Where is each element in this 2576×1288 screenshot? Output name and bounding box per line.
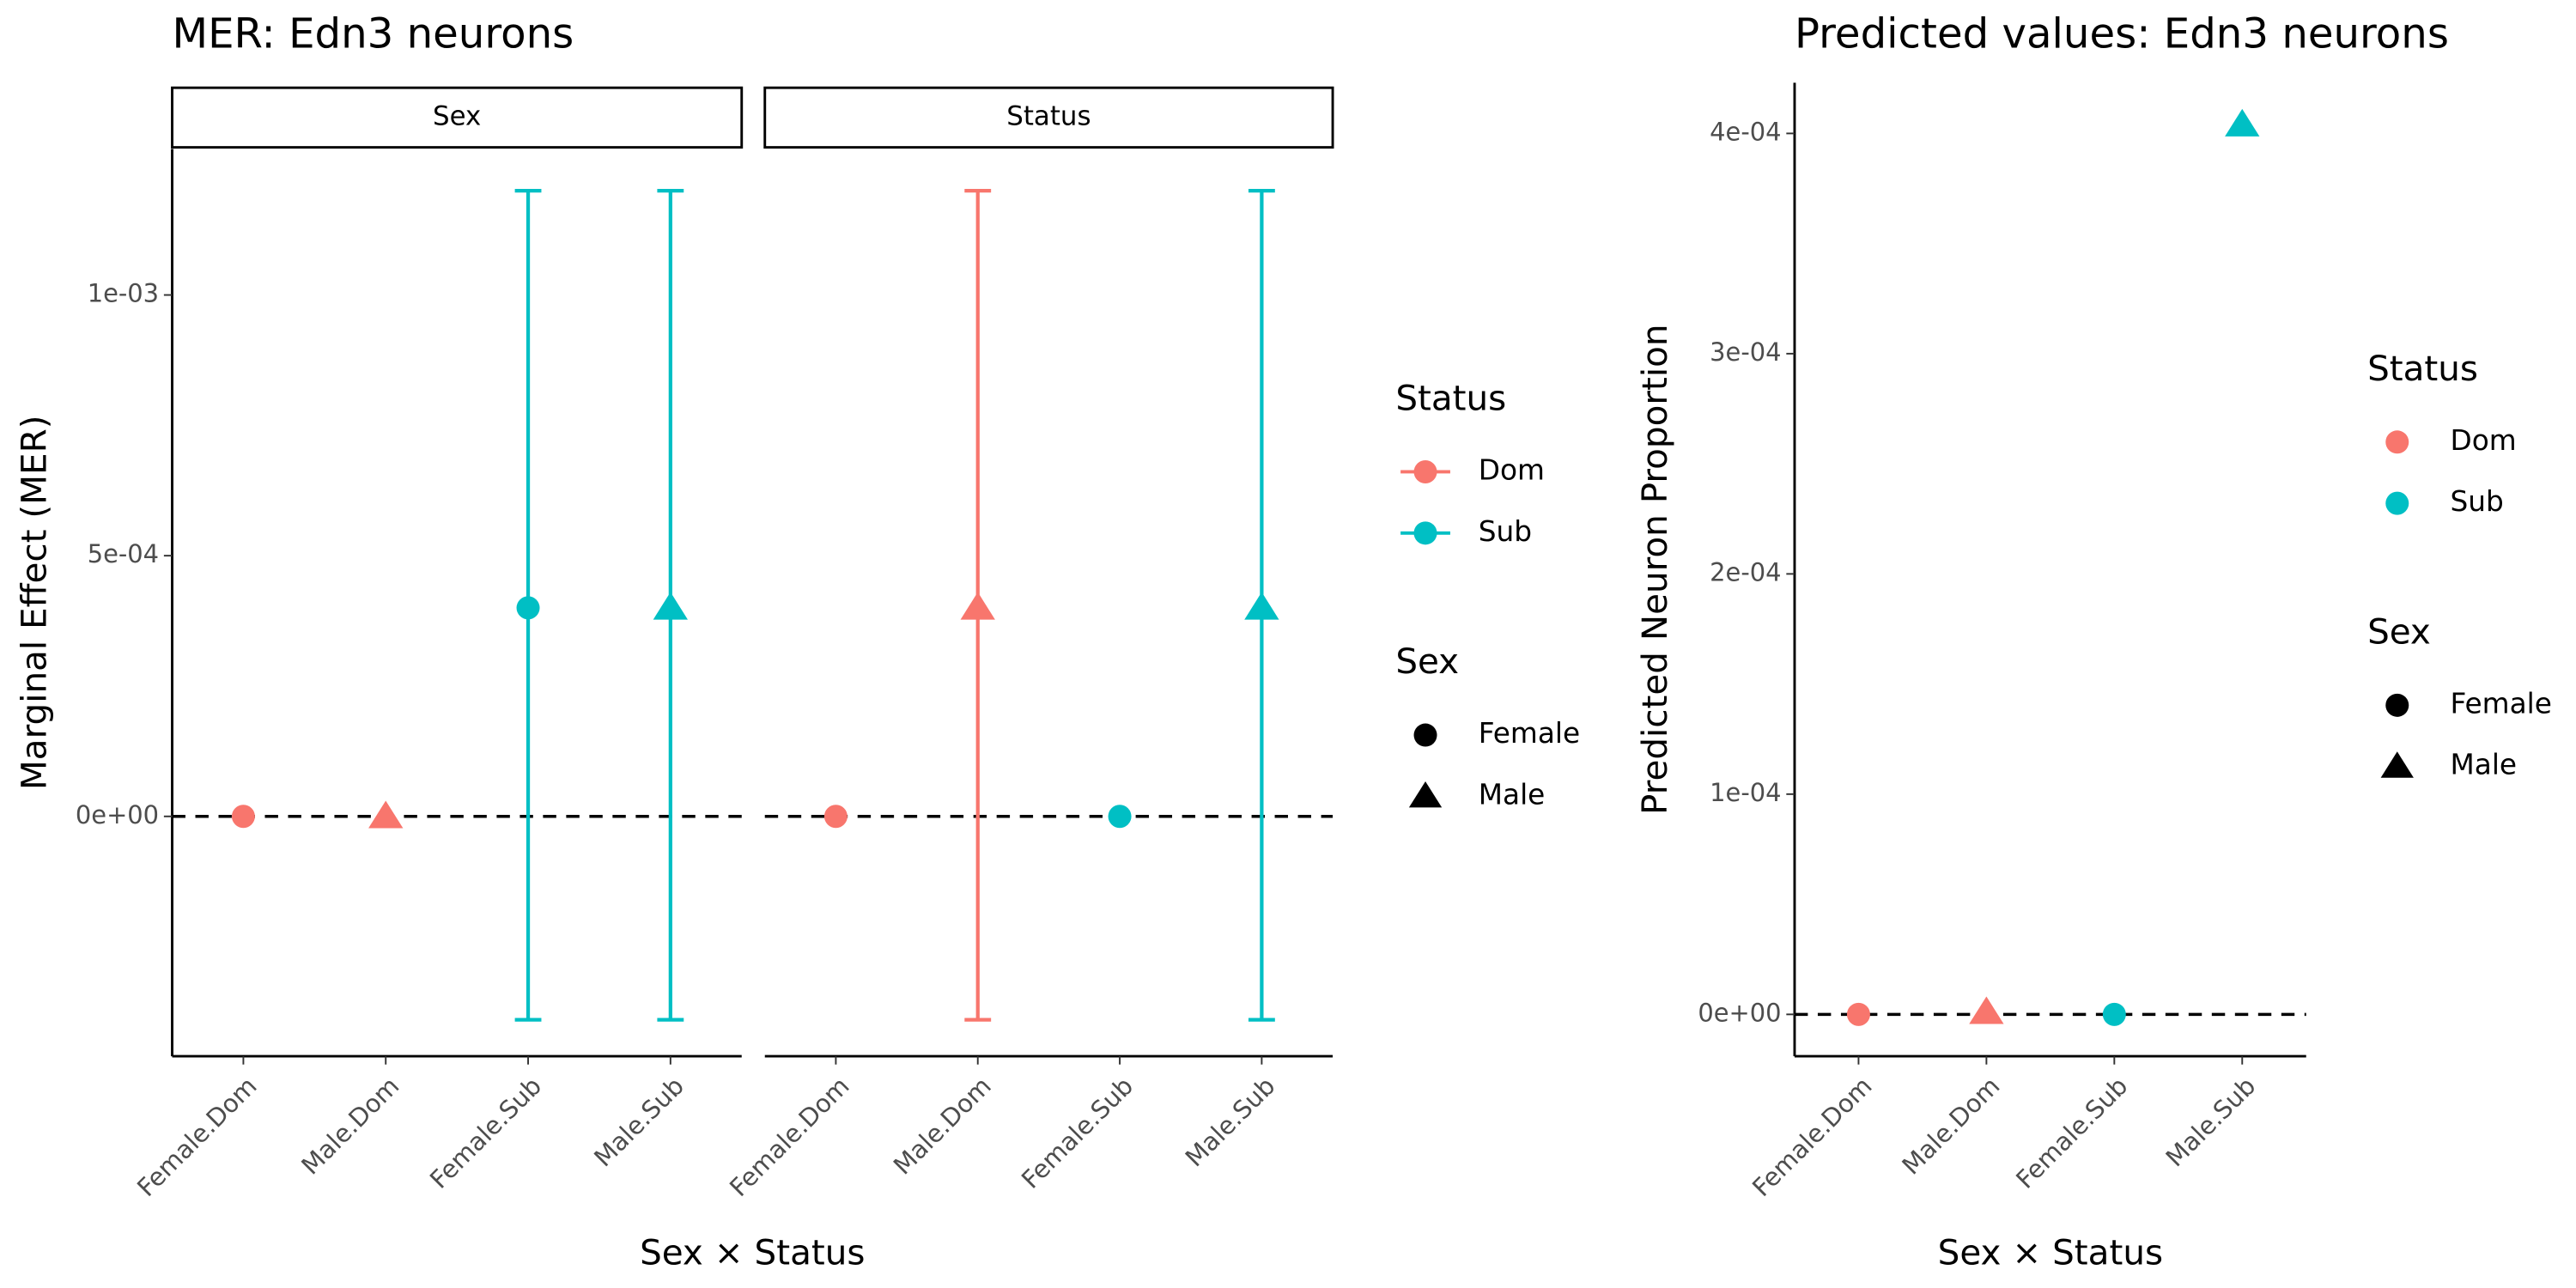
x-axis-title: Sex × Status: [1938, 1231, 2163, 1273]
chart-title: Predicted values: Edn3 neurons: [1795, 9, 2449, 58]
legend-key: [1413, 723, 1437, 747]
legend-title: Status: [1395, 378, 1506, 419]
x-tick-label: Male.Dom: [295, 1071, 404, 1180]
point: [1846, 1002, 1870, 1026]
x-axis-title: Sex × Status: [640, 1231, 865, 1273]
legend-label: Female: [2450, 687, 2551, 720]
y-tick-label: 1e-03: [88, 279, 159, 308]
point: [516, 596, 540, 620]
y-tick-label: 2e-04: [1710, 557, 1781, 586]
x-tick-label: Female.Sub: [424, 1071, 547, 1194]
legend-label: Male: [2450, 749, 2517, 781]
x-tick-label: Female.Dom: [131, 1071, 263, 1202]
y-tick-label: 4e-04: [1710, 117, 1781, 146]
point: [1244, 592, 1279, 620]
legend-label: Female: [1479, 717, 1580, 750]
point: [1108, 805, 1132, 829]
y-tick-label: 1e-04: [1710, 778, 1781, 807]
legend-label: Sub: [1479, 515, 1532, 548]
point: [960, 592, 995, 620]
y-axis-title: Marginal Effect (MER): [13, 415, 54, 790]
strip: [763, 86, 1334, 149]
x-tick-label: Male.Sub: [588, 1071, 690, 1172]
strip-label: Status: [1006, 100, 1091, 131]
point: [2225, 108, 2260, 137]
legend-label: Sub: [2450, 485, 2503, 518]
x-tick-label: Female.Sub: [2010, 1071, 2133, 1194]
x-tick-label: Male.Sub: [2160, 1071, 2262, 1172]
point: [368, 800, 404, 829]
x-tick-label: Male.Dom: [1896, 1071, 2005, 1180]
x-tick-label: Male.Sub: [1180, 1071, 1281, 1172]
point: [823, 805, 848, 829]
point: [1969, 996, 2004, 1024]
x-tick-label: Male.Dom: [888, 1071, 997, 1180]
y-tick-label: 0e+00: [1698, 998, 1781, 1027]
legend-title: Sex: [1395, 641, 1459, 682]
legend-title: Sex: [2367, 611, 2431, 652]
legend-key: [1408, 781, 1443, 808]
y-tick-label: 3e-04: [1710, 337, 1781, 367]
x-tick-label: Female.Dom: [724, 1071, 855, 1202]
point: [231, 805, 255, 829]
strip-label: Sex: [433, 100, 481, 131]
legend-key: [2380, 751, 2414, 778]
chart-title: MER: Edn3 neurons: [173, 9, 574, 58]
legend-key: [2385, 693, 2409, 717]
y-tick-label: 0e+00: [76, 800, 159, 829]
y-axis-title: Predicted Neuron Proportion: [1634, 324, 1675, 814]
legend-key: [2385, 430, 2409, 454]
legend-label: Dom: [2450, 424, 2516, 457]
x-tick-label: Female.Dom: [1747, 1071, 1878, 1202]
legend-label: Male: [1479, 778, 1546, 811]
y-tick-label: 5e-04: [88, 539, 159, 568]
legend-key: [1413, 521, 1437, 545]
legend-label: Dom: [1479, 453, 1545, 486]
legend-key: [2385, 491, 2409, 515]
legend-key: [1413, 459, 1437, 483]
point: [2102, 1002, 2126, 1026]
legend-title: Status: [2367, 348, 2478, 389]
strip: [171, 86, 744, 149]
x-tick-label: Female.Sub: [1016, 1071, 1139, 1194]
point: [653, 592, 688, 620]
